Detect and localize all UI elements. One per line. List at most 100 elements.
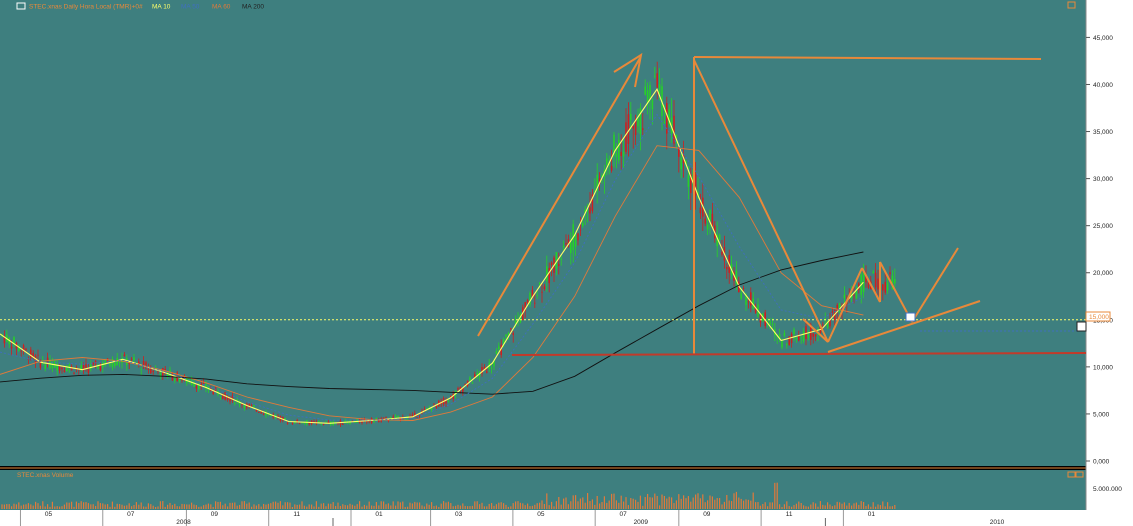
volume-bar (246, 503, 248, 509)
candle-body (87, 368, 90, 373)
candle-body (193, 383, 195, 387)
volume-bar (78, 503, 80, 509)
candle-body (771, 324, 774, 325)
volume-panel-background (0, 470, 1086, 510)
volume-bar (299, 504, 301, 509)
candle-body (243, 405, 246, 408)
candle-body (812, 333, 814, 337)
volume-bar (731, 501, 733, 509)
candle-body (382, 417, 385, 420)
resistance-line[interactable] (693, 56, 1042, 60)
volume-bar (601, 502, 603, 509)
candle-body (735, 270, 738, 284)
ma50-label[interactable]: MA 50 (181, 4, 200, 11)
volume-bar (296, 504, 298, 509)
volume-bar (102, 503, 104, 509)
candle-body (596, 174, 598, 191)
volume-bar (212, 506, 214, 509)
volume-bar (167, 504, 169, 509)
candle-body (670, 117, 673, 134)
volume-bar (728, 500, 730, 509)
support-line[interactable] (511, 352, 1087, 356)
x-tick-label: 05 (45, 511, 53, 518)
volume-bar (647, 493, 649, 509)
candle-body (680, 157, 682, 170)
rising-support-line[interactable] (827, 300, 981, 353)
volume-bar (255, 505, 257, 509)
volume-bar (779, 504, 781, 509)
candle-body (174, 378, 176, 381)
volume-bar (596, 495, 598, 509)
candle-body (855, 291, 858, 299)
time-axis[interactable]: 05 07 09 11 01 03 05 07 09 11 01 2008 2009 2010 (19, 510, 1005, 526)
candle-body (445, 400, 447, 404)
volume-bar (13, 503, 15, 509)
volume-close-icon[interactable] (1067, 471, 1076, 478)
cursor-marker-icon[interactable] (905, 312, 916, 322)
volume-bar (143, 506, 145, 509)
volume-bar (721, 504, 723, 509)
fall-line-2[interactable] (879, 261, 913, 323)
chart-menu-icon[interactable] (16, 2, 26, 10)
projection-line[interactable] (911, 247, 959, 323)
candle-body (39, 361, 42, 368)
x-tick-label: 11 (293, 511, 300, 518)
alarm-icon[interactable] (1076, 321, 1087, 332)
candle-body (490, 367, 493, 369)
ma60-label[interactable]: MA 60 (212, 4, 231, 11)
volume-bar (162, 501, 164, 509)
volume-bar (392, 501, 394, 509)
volume-bar (169, 502, 171, 509)
volume-bar (363, 504, 365, 509)
candle-body (20, 350, 22, 352)
candle-body (709, 209, 711, 222)
volume-bar (716, 498, 718, 509)
candle-body (519, 314, 522, 323)
candle-body (694, 174, 697, 196)
candle-body (164, 369, 166, 371)
y-tick-label: 25,000 (1093, 223, 1113, 230)
candle-body (584, 209, 586, 214)
decline-line-2[interactable] (802, 318, 829, 343)
y-tick-label: 5,000 (1093, 411, 1110, 418)
volume-bar (133, 504, 135, 509)
candle-body (598, 178, 601, 184)
volume-bar (152, 505, 154, 509)
fall-line-1[interactable] (861, 267, 881, 303)
ma200-label[interactable]: MA 200 (242, 4, 264, 11)
candle-body (145, 362, 147, 369)
decline-line-1[interactable] (693, 59, 829, 343)
symbol-label[interactable]: STEC.xnas Daily Hora Local (TMR)+0# (29, 4, 143, 11)
candle-body (322, 424, 325, 425)
candle-body (486, 371, 488, 373)
volume-bar (615, 500, 617, 509)
volume-bar (711, 496, 713, 509)
candle-body (378, 419, 380, 423)
price-marker[interactable]: 15,000 (1085, 311, 1111, 322)
drawing-tools[interactable] (477, 52, 1087, 356)
candle-body (570, 242, 572, 254)
volume-bar (527, 503, 529, 509)
volume-bar (695, 494, 697, 509)
volume-bar (817, 506, 819, 509)
candle-body (459, 386, 462, 390)
volume-bar (284, 502, 286, 509)
header-legend[interactable]: STEC.xnas Daily Hora Local (TMR)+0# MA 1… (16, 2, 264, 11)
volume-bar (500, 502, 502, 509)
trend-arrow-up[interactable] (477, 57, 641, 337)
volume-bar (404, 506, 406, 509)
volume-bar (205, 504, 207, 509)
price-panel-background (0, 0, 1086, 466)
volume-bar (459, 505, 461, 509)
panel-close-icon[interactable] (1067, 1, 1076, 9)
ma10-label[interactable]: MA 10 (152, 4, 171, 11)
volume-bar (723, 501, 725, 509)
volume-bar (128, 503, 130, 509)
candle-body (104, 359, 106, 366)
candle-body (505, 334, 507, 337)
rise-line-1[interactable] (827, 267, 863, 343)
volume-close-icon-2[interactable] (1075, 471, 1084, 478)
volume-bar (6, 504, 8, 509)
candle-body (884, 281, 886, 293)
